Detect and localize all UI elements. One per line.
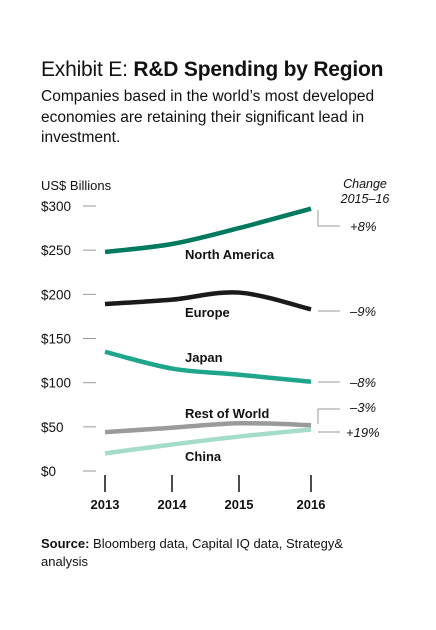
chart-subtitle: Companies based in the world’s most deve… — [41, 88, 375, 146]
series-line — [104, 290, 312, 312]
series-line — [104, 427, 312, 456]
source-label: Source: — [41, 536, 90, 551]
y-axis-label: US$ Billions — [41, 178, 112, 193]
series-label: Rest of World — [185, 406, 269, 421]
source-text: Bloomberg data, Capital IQ data, Strateg… — [41, 536, 344, 569]
series-label: North America — [185, 247, 275, 262]
change-value: +8% — [350, 219, 376, 234]
y-tick-label: $100 — [41, 376, 71, 391]
y-tick-label: $150 — [41, 332, 71, 347]
x-tick-label: 2013 — [91, 497, 120, 512]
source-note: Source: Bloomberg data, Capital IQ data,… — [41, 535, 361, 571]
x-tick-label: 2015 — [225, 497, 254, 512]
y-tick-label: $200 — [41, 287, 71, 302]
y-tick-label: $250 — [41, 243, 71, 258]
x-tick-label: 2014 — [158, 497, 188, 512]
change-value: –9% — [349, 304, 376, 319]
x-tick-label: 2016 — [297, 497, 326, 512]
change-header: Change 2015–16 — [330, 177, 400, 207]
change-value: –3% — [349, 400, 376, 415]
y-tick-label: $300 — [41, 199, 71, 214]
change-header-line1: Change — [343, 177, 387, 191]
series-label: Japan — [185, 350, 223, 365]
series-line — [104, 206, 312, 255]
change-header-line2: 2015–16 — [340, 192, 390, 206]
y-tick-label: $0 — [41, 464, 56, 479]
series-label: China — [185, 449, 222, 464]
series-line — [104, 349, 312, 385]
chart-title: Exhibit E: R&D Spending by Region — [41, 58, 383, 82]
change-value: +19% — [346, 425, 380, 440]
series-line — [104, 420, 312, 435]
change-leader-line — [317, 210, 340, 227]
y-tick-label: $50 — [41, 420, 64, 435]
change-value: –8% — [349, 375, 376, 390]
series-label: Europe — [185, 305, 230, 320]
change-leader-line — [317, 408, 340, 424]
exhibit-label: Exhibit E: — [41, 58, 128, 81]
title-text: R&D Spending by Region — [133, 58, 384, 81]
